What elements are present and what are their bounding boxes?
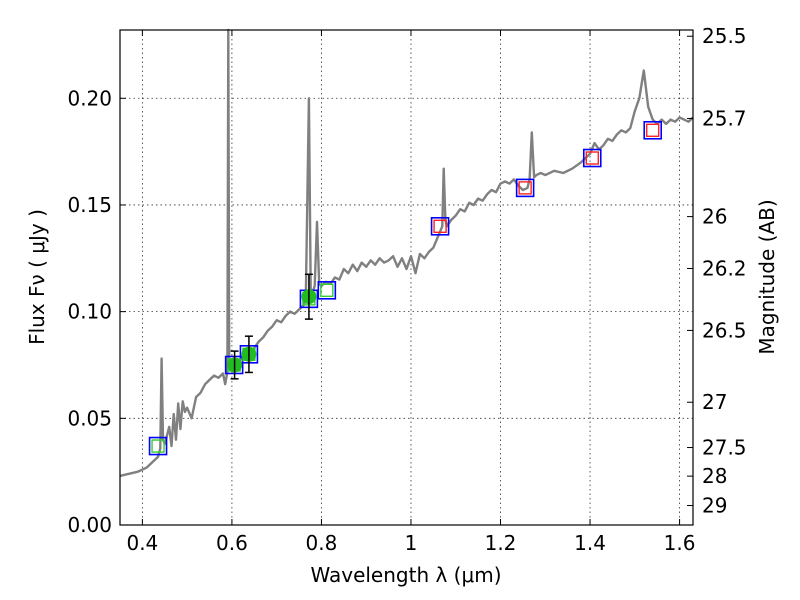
x-tick-label: 0.4 [126, 531, 158, 555]
y-tick-label: 0.10 [67, 300, 112, 324]
y-tick-label: 0.20 [67, 86, 112, 110]
plot-background [120, 30, 693, 525]
y2-tick-label: 26 [702, 205, 727, 229]
y-tick-label: 0.05 [67, 406, 112, 430]
y2-tick-label: 26.2 [702, 256, 747, 280]
y2-tick-label: 29 [702, 494, 727, 518]
y2-tick-label: 25.7 [702, 106, 747, 130]
y-axis-label: Flux Fν ( μJy ) [25, 209, 49, 345]
x-tick-label: 1.6 [664, 531, 696, 555]
y2-axis-ticks: 25.5 25.7 26 26.2 26.5 27 27.5 28 29 [687, 24, 747, 517]
x-tick-label: 1.4 [574, 531, 606, 555]
y2-tick-label: 27.5 [702, 436, 747, 460]
y2-axis-label: Magnitude (AB) [755, 199, 779, 354]
y-tick-label: 0.15 [67, 193, 112, 217]
y2-tick-label: 28 [702, 464, 727, 488]
x-tick-label: 1 [405, 531, 418, 555]
x-axis-label: Wavelength λ (μm) [310, 563, 501, 587]
x-tick-label: 0.6 [216, 531, 248, 555]
x-tick-label: 0.8 [306, 531, 338, 555]
y2-tick-label: 26.5 [702, 318, 747, 342]
x-tick-label: 1.2 [485, 531, 517, 555]
y-axis-ticks: 0.00 0.05 0.10 0.15 0.20 [67, 86, 126, 537]
y2-tick-label: 25.5 [702, 24, 747, 48]
y-tick-label: 0.00 [67, 513, 112, 537]
y2-tick-label: 27 [702, 390, 727, 414]
